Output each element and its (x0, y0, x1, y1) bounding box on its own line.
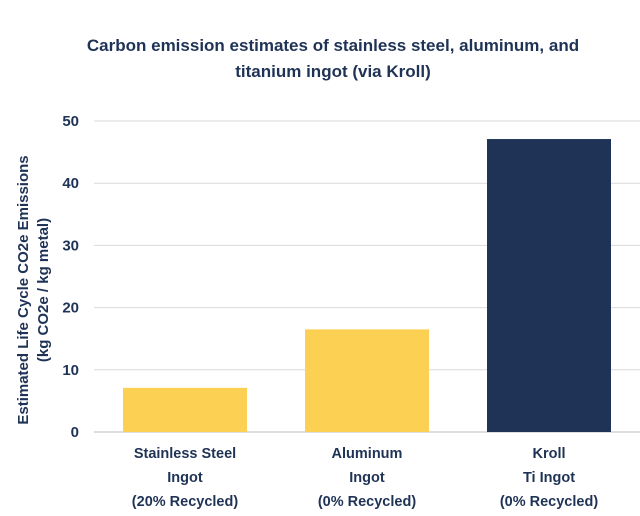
chart-title-line: Carbon emission estimates of stainless s… (87, 36, 579, 55)
bar (305, 329, 429, 432)
y-tick-label: 20 (62, 300, 79, 317)
x-category-label: (0% Recycled) (500, 494, 598, 510)
x-category-label: Ti Ingot (523, 470, 575, 486)
y-tick-label: 0 (71, 424, 79, 441)
chart-title-line: titanium ingot (via Kroll) (235, 62, 431, 81)
chart-title: Carbon emission estimates of stainless s… (87, 36, 579, 81)
x-category-label: Stainless Steel (134, 446, 236, 462)
bars (123, 139, 611, 432)
y-tick-label: 10 (62, 362, 79, 379)
y-axis-title-line: Estimated Life Cycle CO2e Emissions (15, 155, 32, 424)
x-category-label: (20% Recycled) (132, 494, 239, 510)
x-category-label: Kroll (532, 446, 565, 462)
y-axis-title-line: (kg CO2e / kg metal) (35, 218, 52, 362)
x-category-label: Ingot (349, 470, 385, 486)
y-axis-title: Estimated Life Cycle CO2e Emissions (kg C… (15, 155, 52, 424)
y-tick-label: 50 (62, 113, 79, 130)
x-axis-categories: Stainless Steel Ingot (20% Recycled) Alumin… (132, 446, 599, 510)
x-category-label: Ingot (167, 470, 203, 486)
x-category-label: Aluminum (332, 446, 403, 462)
x-category-label: (0% Recycled) (318, 494, 416, 510)
y-axis-ticks: 0 10 20 30 40 50 (62, 113, 79, 441)
bar (487, 139, 611, 432)
bar (123, 387, 247, 432)
y-tick-label: 40 (62, 175, 79, 192)
y-tick-label: 30 (62, 237, 79, 254)
